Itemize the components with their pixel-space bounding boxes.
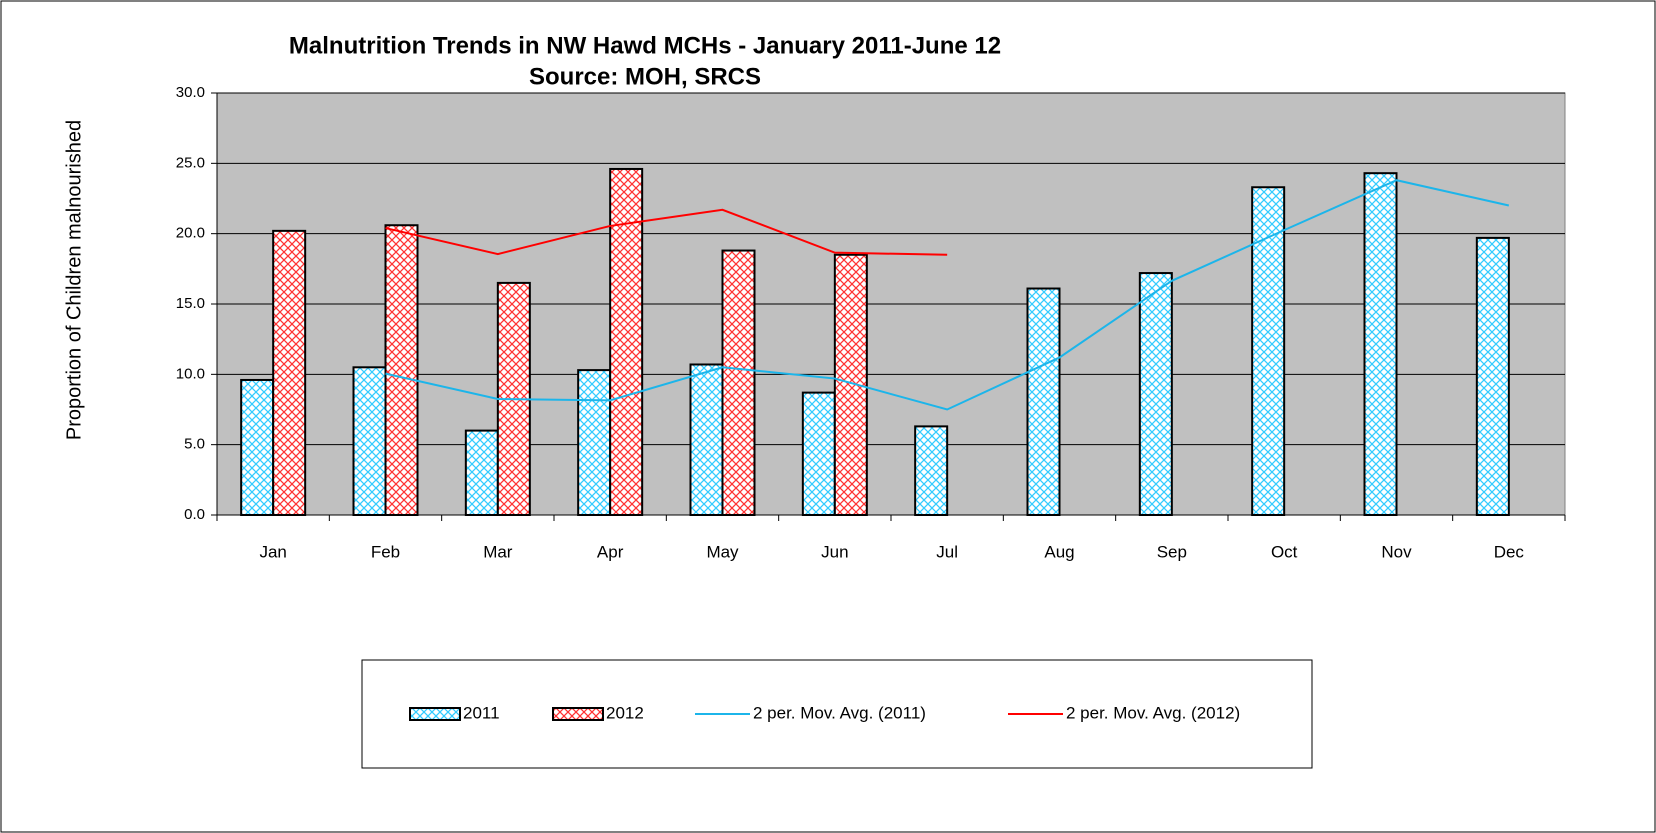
bar [914,425,949,517]
trend-line [385,208,948,256]
bar [1363,172,1398,516]
bar [272,229,307,516]
x-tick-label: Jun [821,542,848,561]
chart-subtitle: Source: MOH, SRCS [529,63,761,90]
x-tick-label: Jul [936,542,958,561]
y-tick-label: 25.0 [176,154,205,171]
x-tick-label: Oct [1271,542,1298,561]
legend-label: 2012 [606,703,644,722]
x-tick-label: Apr [597,542,624,561]
chart-title: Malnutrition Trends in NW Hawd MCHs - Ja… [289,32,1001,59]
x-tick-label: Feb [371,542,400,561]
x-tick-label: Aug [1044,542,1074,561]
x-tick-label: Mar [483,542,513,561]
x-tick-label: Nov [1381,542,1412,561]
y-tick-label: 5.0 [184,436,205,453]
bar [464,429,499,517]
bar [1138,272,1173,517]
bar [609,167,644,517]
x-tick-label: Jan [259,542,286,561]
legend-label: 2 per. Mov. Avg. (2012) [1066,703,1240,722]
legend-swatch [409,707,461,721]
y-tick-label: 20.0 [176,225,205,242]
bar [577,369,612,517]
bar [833,253,868,516]
y-tick-label: 30.0 [176,84,205,101]
x-tick-label: Sep [1157,542,1187,561]
legend-box [361,659,1313,769]
y-tick-label: 0.0 [184,506,205,523]
bar [1026,287,1061,516]
bar [689,363,724,516]
y-tick-label: 15.0 [176,295,205,312]
legend-label: 2 per. Mov. Avg. (2011) [753,703,926,722]
bar [384,224,419,517]
y-tick-label: 10.0 [176,365,205,382]
x-tick-label: Dec [1494,542,1525,561]
bar [1475,236,1510,517]
x-tick-label: May [706,542,739,561]
bar [721,249,756,516]
bar [240,378,275,516]
legend-label: 2011 [463,703,500,722]
legend-swatch [552,707,604,721]
bar [801,391,836,516]
bar [352,366,387,516]
trend-line [385,179,1510,411]
y-axis-label: Proportion of Children malnourished [63,120,85,440]
